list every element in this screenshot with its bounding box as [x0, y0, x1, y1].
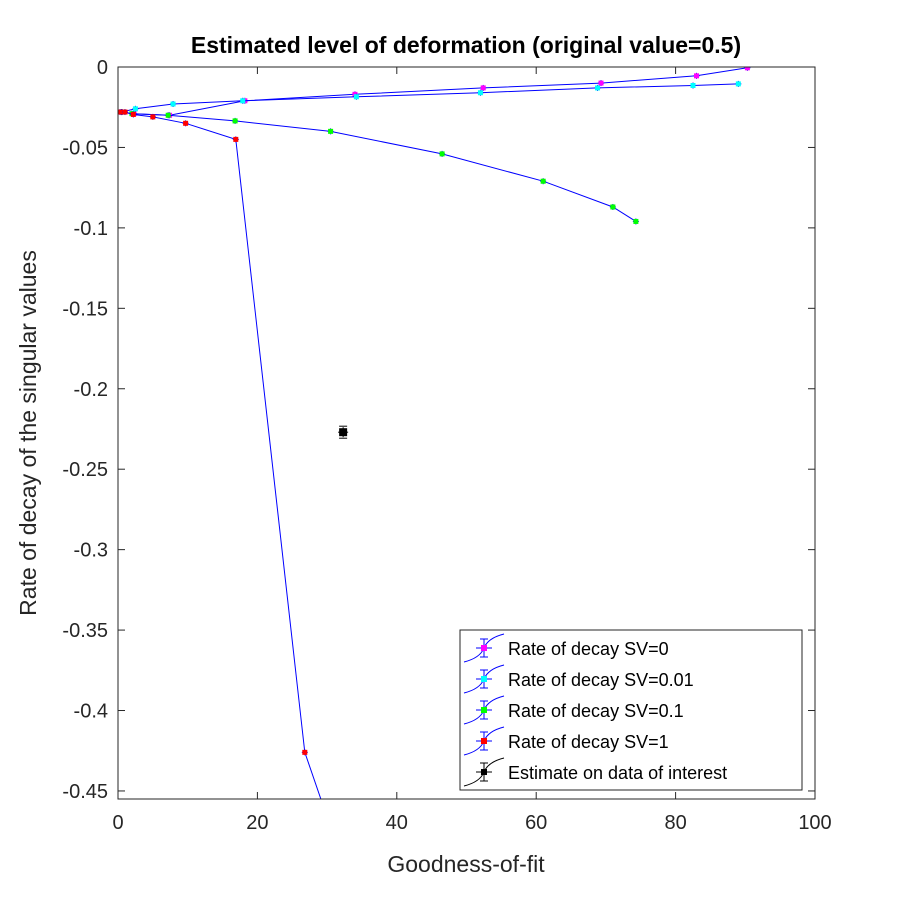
y-tick-label: -0.4 — [74, 701, 108, 723]
y-axis-label: Rate of decay of the singular values — [15, 250, 41, 616]
legend-marker — [481, 769, 487, 775]
data-point — [610, 204, 616, 210]
data-point — [150, 114, 156, 120]
data-point — [232, 118, 238, 124]
y-tick-label: -0.45 — [62, 781, 108, 803]
series-line — [120, 111, 322, 799]
data-point — [540, 178, 546, 184]
x-tick-label: 20 — [246, 812, 268, 834]
legend: Rate of decay SV=0 Rate of decay SV=0.01 R… — [459, 629, 803, 791]
data-point — [694, 73, 700, 79]
legend-label: Rate of decay SV=0.1 — [508, 701, 684, 721]
legend-box — [459, 629, 803, 791]
data-point — [480, 85, 486, 91]
series-line — [121, 83, 739, 113]
x-tick-label: 80 — [664, 812, 686, 834]
series-line — [121, 67, 748, 116]
data-point — [122, 109, 128, 115]
data-point — [130, 111, 136, 117]
data-point — [598, 80, 604, 86]
chart-title: Estimated level of deformation (original… — [191, 32, 741, 58]
data-point — [328, 128, 334, 134]
data-point — [233, 136, 239, 142]
data-point — [595, 85, 601, 91]
data-point — [165, 112, 171, 118]
series-0 — [118, 67, 751, 119]
y-tick-label: -0.15 — [62, 298, 108, 320]
legend-label: Rate of decay SV=0.01 — [508, 670, 694, 690]
y-tick-label: 0 — [97, 57, 108, 79]
data-point — [690, 83, 696, 89]
series-3 — [118, 109, 326, 810]
y-tick-label: -0.1 — [74, 218, 108, 240]
legend-entry: Rate of decay SV=1 — [463, 726, 669, 756]
data-layer — [118, 67, 751, 810]
data-point — [321, 805, 326, 810]
data-point — [439, 151, 445, 157]
plot-frame — [117, 66, 816, 800]
legend-entry: Estimate on data of interest — [463, 757, 727, 787]
data-point — [339, 428, 348, 437]
y-tick-label: -0.2 — [74, 379, 108, 401]
series-2 — [119, 109, 639, 225]
legend-label: Rate of decay SV=0 — [508, 639, 669, 659]
series-4 — [338, 425, 349, 439]
data-point — [735, 81, 741, 87]
y-tick-label: -0.35 — [62, 620, 108, 642]
data-point — [118, 109, 123, 115]
series-line — [122, 111, 637, 222]
data-point — [302, 749, 308, 755]
legend-label: Estimate on data of interest — [508, 763, 727, 783]
data-point — [132, 106, 138, 112]
data-point — [477, 90, 483, 96]
x-tick-label: 60 — [525, 812, 547, 834]
y-tick-label: -0.3 — [74, 540, 108, 562]
legend-entry: Rate of decay SV=0 — [463, 633, 669, 663]
legend-marker — [481, 645, 487, 651]
legend-marker — [481, 676, 487, 682]
tick-layer: 0 20 40 60 80 100 0 -0.05 -0.1 -0.15 -0.2 -0.25 -0.3… — [62, 57, 831, 834]
legend-marker — [481, 738, 487, 744]
x-axis-label: Goodness-of-fit — [387, 851, 545, 877]
x-tick-label: 0 — [112, 812, 123, 834]
data-point — [353, 94, 359, 100]
legend-entry: Rate of decay SV=0.01 — [463, 664, 694, 694]
data-point — [633, 218, 639, 224]
legend-entry: Rate of decay SV=0.1 — [463, 695, 684, 725]
x-tick-label: 40 — [386, 812, 408, 834]
legend-marker — [481, 707, 487, 713]
y-tick-label: -0.25 — [62, 459, 108, 481]
series-1 — [118, 80, 742, 116]
legend-label: Rate of decay SV=1 — [508, 732, 669, 752]
data-point — [183, 120, 189, 126]
y-tick-label: -0.05 — [62, 137, 108, 159]
data-point — [170, 101, 176, 107]
data-point — [744, 67, 750, 71]
data-point — [240, 98, 246, 104]
x-tick-label: 100 — [798, 812, 831, 834]
